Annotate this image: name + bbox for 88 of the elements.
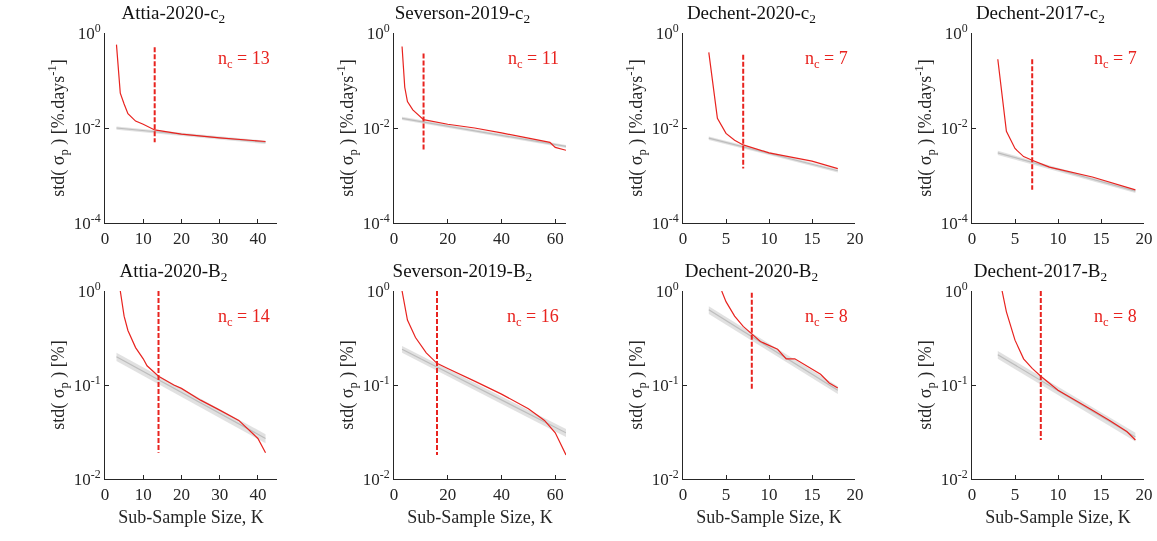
x-tick-label: 20: [439, 229, 457, 249]
annotation: n$_{c}$ = 7: [1094, 48, 1137, 71]
y-tick-label: 10$^{-1}$: [362, 372, 390, 395]
line-series: [1001, 291, 1136, 441]
x-tick-label: 0: [678, 229, 688, 249]
chart-title: Dechent-2020-B$_{2}$: [684, 260, 819, 285]
x-tick-label: 30: [211, 229, 229, 249]
y-tick-label: 10$^{0}$: [944, 278, 968, 301]
chart-title: Severson-2019-B$_{2}$: [392, 260, 533, 285]
x-tick-label: 30: [211, 485, 229, 505]
y-tick-label: 10$^{-1}$: [651, 372, 679, 395]
x-tick-label: 60: [546, 229, 564, 249]
y-tick-label: 10$^{-2}$: [940, 466, 968, 489]
y-tick-label: 10$^{-2}$: [362, 115, 390, 138]
y-tick-label: 10$^{0}$: [366, 20, 390, 43]
y-tick-label: 10$^{0}$: [655, 278, 679, 301]
x-tick-label: 20: [172, 485, 190, 505]
x-axis-title: Sub-Sample Size, K: [407, 506, 553, 527]
chart-title: Attia-2020-c$_{2}$: [121, 2, 226, 27]
x-tick-label: 10: [1049, 485, 1067, 505]
y-tick-label: 10$^{-2}$: [651, 466, 679, 489]
x-tick-label: 40: [249, 485, 267, 505]
y-tick-label: 10$^{0}$: [77, 20, 101, 43]
x-tick-label: 15: [1092, 229, 1110, 249]
x-tick-label: 40: [493, 485, 510, 505]
y-tick-label: 10$^{-2}$: [73, 466, 101, 489]
annotation: n$_{c}$ = 14: [218, 306, 270, 329]
line-series: [401, 45, 566, 151]
y-tick-label: 10$^{-4}$: [651, 210, 679, 233]
chart-title: Attia-2020-B$_{2}$: [119, 260, 228, 285]
x-tick-label: 20: [1135, 485, 1153, 505]
x-tick-label: 0: [967, 485, 977, 505]
y-tick-label: 10$^{-1}$: [940, 372, 968, 395]
line-series: [115, 44, 267, 143]
x-tick-label: 60: [546, 485, 564, 505]
annotation: n$_{c}$ = 16: [507, 306, 559, 329]
y-tick-label: 10$^{-2}$: [651, 115, 679, 138]
annotation: n$_{c}$ = 8: [805, 306, 848, 329]
x-tick-label: 15: [803, 229, 821, 249]
x-tick-label: 5: [1010, 485, 1020, 505]
chart-title: Dechent-2020-c$_{2}$: [686, 2, 816, 27]
x-tick-label: 10: [760, 229, 778, 249]
x-tick-label: 5: [1010, 229, 1020, 249]
y-tick-label: 10$^{0}$: [655, 20, 679, 43]
y-tick-label: 10$^{-4}$: [362, 210, 390, 233]
line-series: [401, 291, 566, 456]
y-tick-label: 10$^{-4}$: [940, 210, 968, 233]
y-tick-label: 10$^{0}$: [366, 278, 390, 301]
x-axis-title: Sub-Sample Size, K: [985, 506, 1131, 527]
annotation: n$_{c}$ = 8: [1094, 306, 1137, 329]
x-tick-label: 5: [721, 229, 731, 249]
annotation: n$_{c}$ = 13: [218, 48, 270, 71]
x-tick-label: 40: [493, 229, 510, 249]
x-tick-label: 10: [760, 485, 778, 505]
x-axis-title: Sub-Sample Size, K: [118, 506, 264, 527]
x-tick-label: 40: [249, 229, 267, 249]
y-tick-label: 10$^{-1}$: [73, 372, 101, 395]
line-series: [708, 51, 839, 170]
y-tick-label: 10$^{-2}$: [73, 115, 101, 138]
y-tick-label: 10$^{0}$: [77, 278, 101, 301]
y-tick-label: 10$^{-2}$: [362, 466, 390, 489]
x-tick-label: 5: [721, 485, 731, 505]
x-tick-label: 10: [134, 485, 152, 505]
x-tick-label: 0: [967, 229, 977, 249]
x-tick-label: 20: [439, 485, 457, 505]
chart-title: Severson-2019-c$_{2}$: [394, 2, 531, 27]
x-tick-label: 20: [172, 229, 190, 249]
y-tick-label: 10$^{-4}$: [73, 210, 101, 233]
x-axis-title: Sub-Sample Size, K: [696, 506, 842, 527]
x-tick-label: 0: [389, 485, 399, 505]
x-tick-label: 20: [1135, 229, 1153, 249]
chart-title: Dechent-2017-c$_{2}$: [975, 2, 1105, 27]
x-tick-label: 15: [1092, 485, 1110, 505]
x-tick-label: 10: [134, 229, 152, 249]
y-tick-label: 10$^{-2}$: [940, 115, 968, 138]
annotation: n$_{c}$ = 11: [508, 48, 560, 71]
x-tick-label: 0: [389, 229, 399, 249]
x-tick-label: 10: [1049, 229, 1067, 249]
x-tick-label: 20: [846, 229, 864, 249]
line-series: [721, 291, 839, 389]
x-tick-label: 0: [100, 485, 110, 505]
x-tick-label: 0: [100, 229, 110, 249]
annotation: n$_{c}$ = 7: [805, 48, 848, 71]
x-tick-label: 15: [803, 485, 821, 505]
y-tick-label: 10$^{0}$: [944, 20, 968, 43]
x-tick-label: 20: [846, 485, 864, 505]
chart-title: Dechent-2017-B$_{2}$: [973, 260, 1108, 285]
x-tick-label: 0: [678, 485, 688, 505]
